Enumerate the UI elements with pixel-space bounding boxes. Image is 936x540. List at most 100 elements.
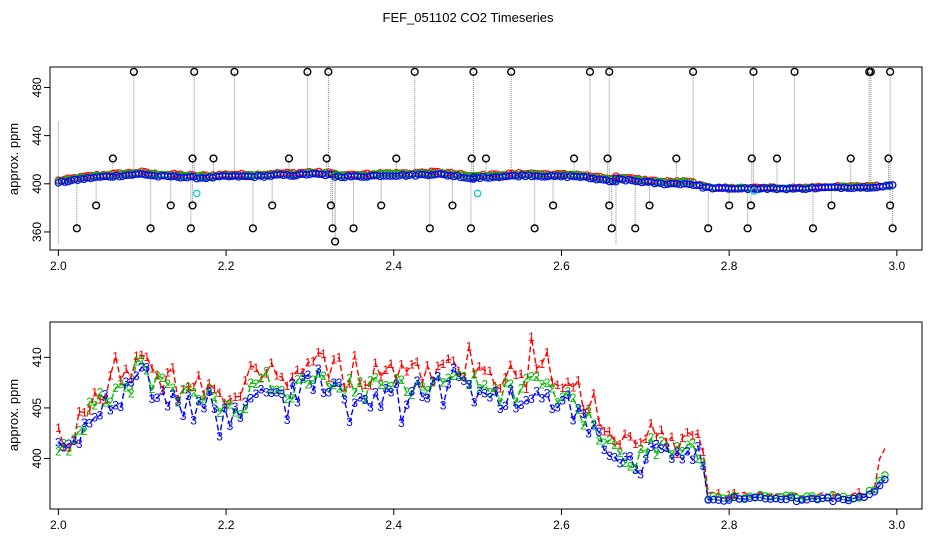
bottom-point-label-2: 2 [538, 377, 545, 391]
bottom-point-label-1: 1 [544, 345, 551, 359]
bottom-point-label-1: 1 [590, 386, 597, 400]
bottom-point-label-2: 2 [606, 433, 613, 447]
bottom-point-label-1: 1 [689, 428, 696, 442]
bottom-point-label-1: 1 [299, 365, 306, 379]
top-y-tick-label: 480 [30, 77, 44, 97]
bottom-point-label-1: 1 [481, 364, 488, 378]
bottom-point-label-3: 3 [227, 419, 234, 433]
bottom-point-label-1: 1 [117, 374, 124, 388]
bottom-point-label-1: 1 [232, 390, 239, 404]
bottom-point-label-1: 1 [440, 357, 447, 371]
top-outlier-point [322, 154, 331, 163]
bottom-point-label-3: 3 [55, 436, 62, 450]
bottom-point-label-1: 1 [502, 370, 509, 384]
bottom-point-label-1: 1 [554, 378, 561, 392]
top-outlier-point [884, 154, 893, 163]
top-outlier-point [186, 224, 195, 233]
top-y-tick-label: 440 [30, 125, 44, 145]
bottom-point-label-3: 3 [357, 391, 364, 405]
bottom-point-label-2: 2 [580, 419, 587, 433]
bottom-point-label-1: 1 [97, 393, 104, 407]
bottom-point-label-3: 3 [154, 391, 161, 405]
bottom-point-3 [777, 495, 785, 504]
bottom-point-label-1: 1 [450, 354, 457, 368]
bottom-point-3 [746, 494, 754, 502]
bottom-point-label-2: 2 [232, 405, 239, 419]
bottom-point-label-3: 3 [206, 385, 213, 399]
top-outlier-point [585, 67, 595, 76]
bottom-point-label-1: 1 [694, 427, 701, 441]
bottom-point-label-3: 3 [513, 402, 520, 416]
bottom-point-label-3: 3 [564, 388, 571, 402]
bottom-point-2 [875, 476, 884, 485]
bottom-point-label-2: 2 [242, 402, 249, 416]
bottom-point-label-3: 3 [627, 449, 634, 463]
top-plot-frame [49, 66, 923, 251]
bottom-point-label-2: 2 [435, 370, 442, 384]
bottom-point-label-3: 3 [601, 443, 608, 457]
top-outlier-point [72, 224, 81, 233]
bottom-point-label-2: 2 [91, 398, 98, 412]
top-outlier-point [284, 154, 294, 163]
bottom-point-label-3: 3 [159, 384, 166, 398]
bottom-point-label-1: 1 [253, 361, 260, 375]
top-outlier-point [605, 201, 614, 210]
bottom-point-label-2: 2 [564, 384, 571, 398]
top-outlier-point [607, 224, 616, 233]
bottom-point-label-1: 1 [658, 423, 665, 437]
bottom-point-label-2: 2 [320, 369, 327, 383]
top-outlier-point [188, 201, 197, 210]
bottom-point-label-1: 1 [128, 371, 135, 385]
top-outlier-point [324, 67, 333, 76]
bottom-point-label-2: 2 [143, 364, 150, 378]
bottom-point-label-1: 1 [362, 378, 369, 392]
top-outlier-point [631, 224, 640, 233]
bottom-point-label-2: 2 [117, 377, 124, 391]
bottom-point-label-2: 2 [533, 370, 540, 384]
bottom-point-label-3: 3 [622, 450, 629, 464]
top-outlier-point [772, 154, 782, 163]
bottom-point-label-2: 2 [502, 376, 509, 390]
bottom-point-label-1: 1 [367, 379, 374, 393]
top-outlier-point [190, 67, 199, 76]
bottom-point-label-1: 1 [247, 359, 254, 373]
bottom-point-label-2: 2 [544, 376, 551, 390]
bottom-x-tick-label: 2.8 [721, 518, 738, 532]
bottom-point-label-1: 1 [180, 382, 187, 396]
bottom-point-label-3: 3 [559, 393, 566, 407]
bottom-point-label-1: 1 [585, 402, 592, 416]
bottom-point-label-2: 2 [149, 382, 156, 396]
bottom-point-label-3: 3 [414, 374, 421, 388]
bottom-point-label-2: 2 [315, 366, 322, 380]
bottom-point-label-2: 2 [289, 391, 296, 405]
bottom-point-label-3: 3 [65, 437, 72, 451]
bottom-point-label-2: 2 [642, 447, 649, 461]
bottom-point-label-1: 1 [159, 383, 166, 397]
bottom-point-label-2: 2 [284, 392, 291, 406]
bottom-point-label-2: 2 [76, 423, 83, 437]
bottom-point-2 [865, 486, 874, 495]
bottom-point-label-2: 2 [487, 386, 494, 400]
bottom-point-label-1: 1 [273, 368, 280, 382]
bottom-x-tick-label: 2.4 [385, 518, 402, 532]
bottom-point-label-2: 2 [268, 383, 275, 397]
top-point-s3 [186, 173, 195, 181]
bottom-point-label-1: 1 [133, 349, 140, 363]
bottom-point-label-2: 2 [279, 383, 286, 397]
bottom-point-label-3: 3 [169, 387, 176, 401]
top-outlier-point [230, 67, 239, 76]
bottom-point-label-2: 2 [128, 386, 135, 400]
bottom-point-label-2: 2 [336, 381, 343, 395]
bottom-point-label-1: 1 [471, 367, 478, 381]
bottom-point-label-2: 2 [674, 440, 681, 454]
bottom-point-label-3: 3 [580, 407, 587, 421]
bottom-point-label-1: 1 [289, 370, 296, 384]
top-outlier-point [605, 67, 614, 76]
bottom-point-label-1: 1 [216, 386, 223, 400]
bottom-point-label-1: 1 [76, 404, 83, 418]
bottom-point-label-1: 1 [668, 430, 675, 444]
bottom-point-label-2: 2 [481, 378, 488, 392]
bottom-point-label-2: 2 [273, 383, 280, 397]
top-outlier-point [467, 154, 476, 163]
top-flag-point [750, 187, 759, 195]
